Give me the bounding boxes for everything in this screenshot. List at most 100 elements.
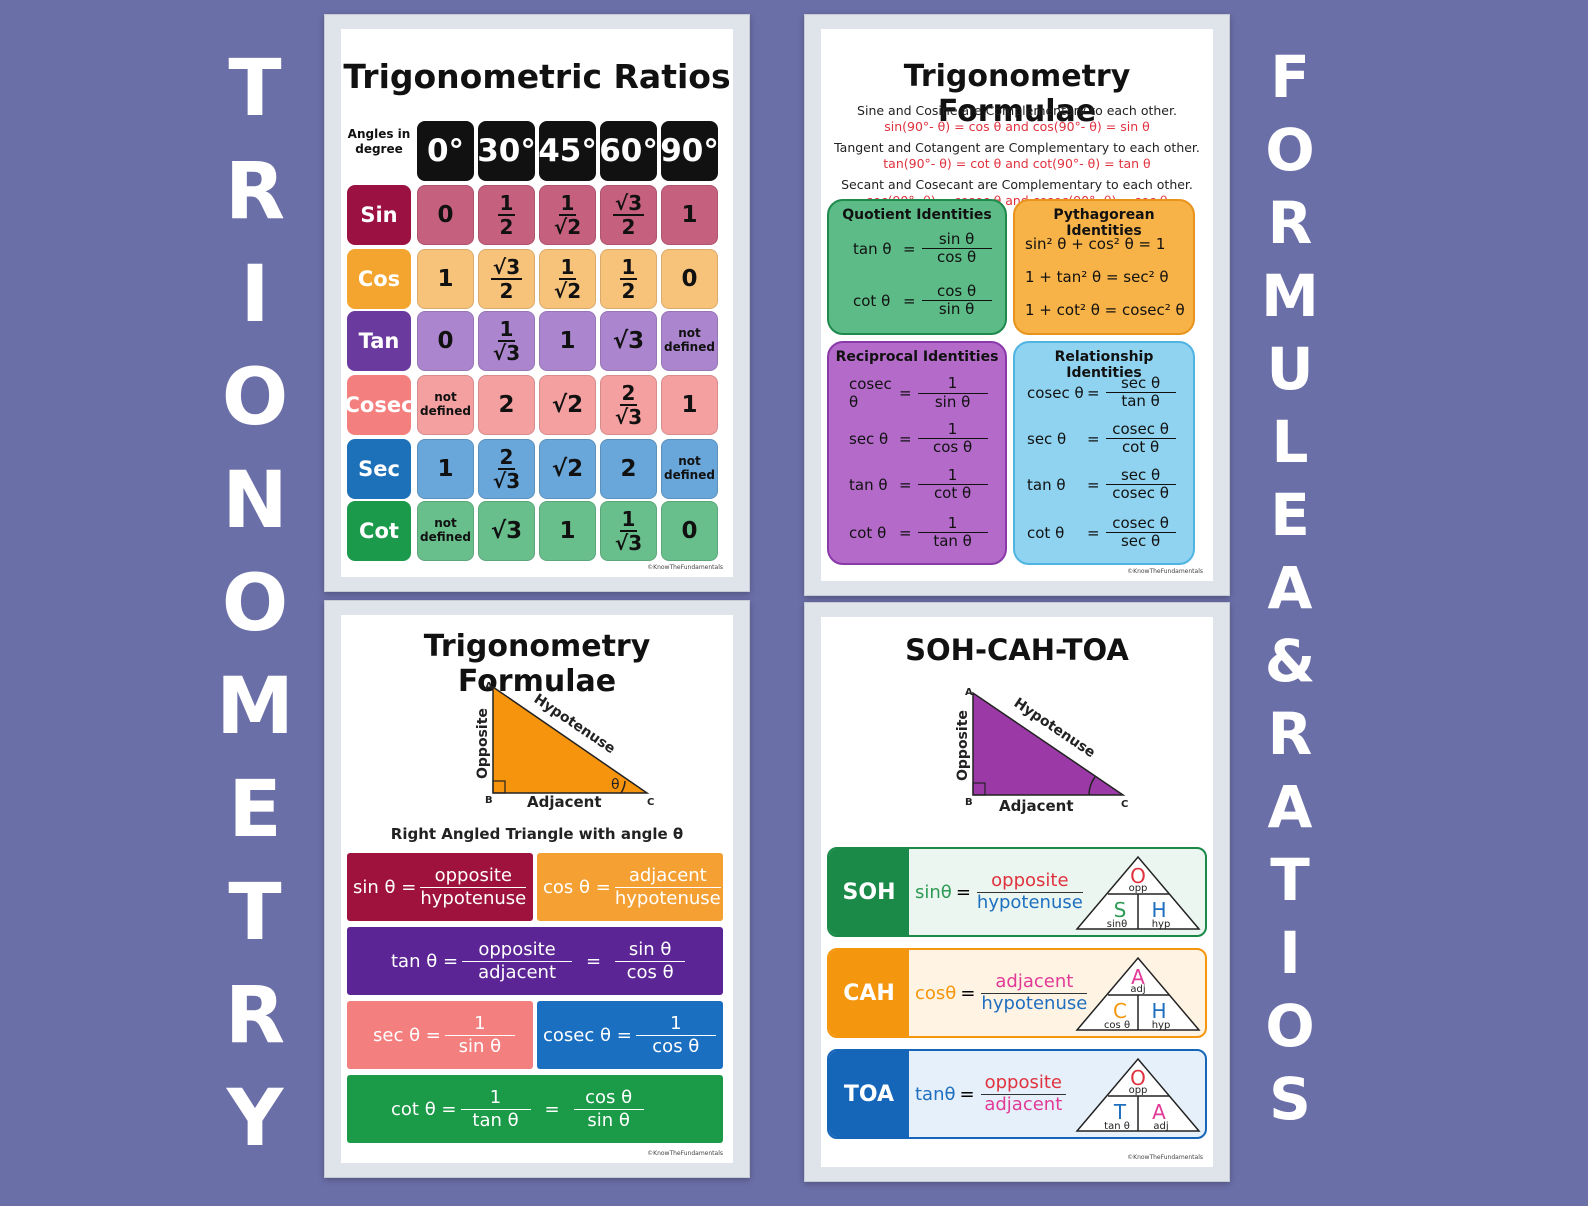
triangle-left-sub: cos θ (1104, 1020, 1130, 1031)
soh-vertex-b: B (965, 797, 973, 808)
sohcahtoa-triangle-diagram: A B C Adjacent Opposite Hypotenuse (955, 687, 1128, 815)
soh-equation: sinθ = opposite hypotenuse (915, 849, 1083, 935)
ratio-cell: 1 (417, 249, 474, 309)
equals-sign: = (899, 475, 912, 494)
tan-numerator: opposite (462, 939, 573, 962)
ratio-cell: 1 (539, 311, 596, 371)
ratio-value: not defined (420, 390, 471, 418)
angle-header-3: 60° (599, 121, 658, 181)
credit-text: ©KnowTheFundamentals (647, 1150, 723, 1157)
identity-numerator: cosec θ (1105, 420, 1176, 440)
soh-numerator: opposite (976, 870, 1083, 893)
ratio-value: 2 (498, 392, 515, 418)
complementary-equation: sin(90°- θ) = cos θ and cos(90°- θ) = si… (884, 119, 1150, 134)
triangle-left-letter: T (1113, 1100, 1127, 1124)
equals-sign: = (903, 291, 916, 310)
toa-label: TOA (829, 1051, 909, 1137)
soh-lhs: sinθ (915, 881, 952, 903)
identity-lhs: tan θ (853, 239, 892, 258)
soh-fraction: adjacent hypotenuse (981, 971, 1088, 1014)
identity-lhs: tan θ (849, 475, 888, 494)
left-word-letter: E (228, 765, 282, 855)
equals-sign: = (960, 982, 976, 1004)
ratio-cell: 1 (539, 501, 596, 561)
soh-lhs: cosθ (915, 982, 957, 1004)
identity-lhs: sec θ (849, 429, 889, 448)
fraction-denominator: √3 (614, 531, 643, 555)
pythagorean-identities-box: Pythagorean Identities sin² θ + cos² θ =… (1013, 199, 1195, 335)
triangle-left-letter: C (1113, 999, 1127, 1023)
sec-formula-band: sec θ = 1 sin θ (347, 1001, 533, 1069)
angles-in-degree-label: Angles in degree (347, 127, 411, 156)
right-triangle-diagram: θ A B C Adjacent Opposite Hypotenuse (475, 681, 654, 811)
sohcahtoa-poster: SOH-CAH-TOA A B C Adjacent Opposite Hypo… (804, 602, 1230, 1182)
toa-equation: tanθ = opposite adjacent (915, 1051, 1066, 1137)
ratio-fraction: 1 √3 (615, 509, 642, 553)
identity-lhs: cot θ (853, 291, 891, 310)
sin-fraction: opposite hypotenuse (420, 865, 527, 909)
ratio-fraction: √3 2 (612, 191, 645, 239)
cot-numerator: 1 (460, 1087, 531, 1110)
soh-denominator: adjacent (984, 1093, 1063, 1115)
right-word-letter: & (1264, 627, 1316, 695)
ratio-cell: 1 √2 (539, 249, 596, 309)
ratio-cell: 1 (661, 375, 718, 435)
identity-denominator: sin θ (938, 300, 975, 319)
complementary-statement: Sine and Cosine are Complementary to eac… (857, 103, 1177, 118)
soh-lhs: tanθ (915, 1083, 956, 1105)
cot-equals: = (544, 1098, 560, 1120)
fraction-numerator: 1 (558, 255, 577, 280)
equals-sign: = (899, 523, 912, 542)
triangle-right-letter: H (1151, 898, 1166, 922)
identity-numerator: sec θ (1105, 466, 1176, 486)
triangle-top-letter: O (1130, 864, 1146, 888)
triangle-caption: Right Angled Triangle with angle θ (390, 825, 684, 843)
ratio-value: √3 (490, 518, 523, 544)
fraction-denominator: 2 (621, 215, 636, 239)
identity-lhs: cot θ (1027, 523, 1065, 542)
right-word-letter: T (1270, 846, 1310, 914)
identity-fraction: sec θ cosec θ (1105, 466, 1176, 503)
cot-fraction-2: cos θ sin θ (573, 1087, 644, 1131)
cah-label: CAH (829, 950, 909, 1036)
ratio-cell: 1 (661, 185, 718, 245)
ratio-value: 1 (437, 456, 454, 482)
quotient-identities-title: Quotient Identities (842, 207, 992, 223)
ratio-value: √3 (612, 328, 645, 354)
soh-vertex-c: C (1121, 799, 1128, 810)
identities-poster-sheet: Trigonometry Formulae Sine and Cosine ar… (821, 29, 1213, 581)
left-word-letter: Y (226, 1074, 284, 1164)
fraction-denominator: √2 (553, 279, 582, 303)
sec-lhs: sec θ = (373, 1024, 441, 1046)
ratio-value: √2 (551, 456, 584, 482)
ratio-cell: 2 √3 (478, 439, 535, 499)
sin-formula-band: sin θ = opposite hypotenuse (347, 853, 533, 921)
fraction-numerator: 1 (619, 255, 638, 280)
ratio-cell: 2 (600, 439, 657, 499)
identity-fraction: 1 cot θ (917, 466, 988, 503)
equals-sign: = (1087, 523, 1100, 542)
ratio-value: 1 (681, 202, 698, 228)
ratio-value: not defined (664, 326, 715, 354)
triangle-top-letter: O (1130, 1066, 1146, 1090)
angle-header-2: 45° (538, 121, 597, 181)
soh-numerator: adjacent (981, 971, 1088, 994)
fraction-numerator: √3 (612, 191, 645, 216)
identity-denominator: tan θ (933, 532, 972, 551)
fraction-denominator: √3 (492, 341, 521, 365)
ratio-cell: 0 (417, 311, 474, 371)
cot-formula-band: cot θ = 1 tan θ = cos θ sin θ (347, 1075, 723, 1143)
cosec-formula-band: cosec θ = 1 cos θ (537, 1001, 723, 1069)
ratio-cell: √3 (478, 501, 535, 561)
formulea-ratios-vertical-title: F O R M U L E A & R A T I O S (1252, 48, 1328, 1143)
ratio-row-header-sin: Sin (347, 185, 411, 245)
tan-lhs: tan θ = (391, 950, 459, 972)
right-word-letter: U (1266, 335, 1314, 403)
triangle-opposite-label: Opposite (475, 708, 491, 779)
identity-numerator: sec θ (1105, 374, 1176, 394)
identity-denominator: cos θ (932, 438, 973, 457)
